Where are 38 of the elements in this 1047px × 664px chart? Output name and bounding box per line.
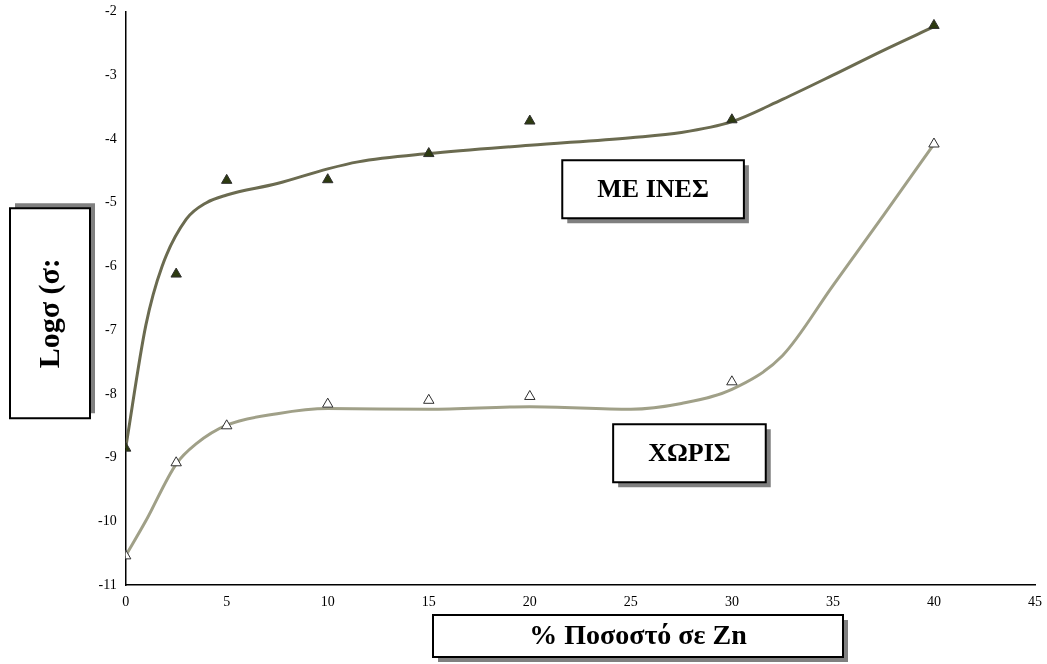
point: [524, 114, 536, 125]
y-tick-label: -9: [104, 449, 117, 465]
point: [221, 419, 233, 430]
x-tick-label: 20: [522, 594, 537, 610]
x-tick-label: 25: [623, 594, 638, 610]
y-tick-label: -2: [104, 3, 117, 19]
y-tick-label: -4: [104, 130, 117, 146]
y-tick-label: -11: [98, 576, 117, 592]
text: ΜΕ ΙΝΕΣ: [597, 174, 709, 203]
x-tick-label: 35: [825, 594, 840, 610]
point: [423, 393, 435, 404]
point: [322, 173, 334, 184]
point: [322, 397, 334, 408]
x-tick-label: 5: [223, 594, 231, 610]
y-axis-title: Logσ (σ:: [31, 258, 66, 369]
point: [726, 375, 738, 386]
text: ΧΩΡΙΣ: [648, 437, 731, 467]
x-tick-label: 30: [724, 594, 739, 610]
x-tick-label: 0: [122, 594, 130, 610]
point: [423, 147, 435, 158]
point: [928, 18, 940, 29]
x-tick-label: 40: [926, 594, 941, 610]
y-tick-label: -5: [104, 194, 117, 210]
x-tick-label: 10: [320, 594, 335, 610]
point: [170, 267, 182, 278]
y-tick-label: -10: [97, 513, 117, 529]
point: [221, 173, 233, 184]
x-axis-title: % Ποσοστό σε Zn: [529, 619, 748, 651]
point: [928, 137, 940, 148]
y-tick-label: -3: [104, 66, 117, 82]
x-tick-label: 15: [421, 594, 436, 610]
point: [524, 389, 536, 400]
point: [726, 113, 738, 124]
x-tick-label: 45: [1028, 594, 1042, 610]
y-tick-label: -6: [104, 258, 117, 274]
y-tick-label: -8: [104, 385, 117, 401]
point: [170, 456, 182, 467]
y-tick-label: -7: [104, 321, 117, 337]
